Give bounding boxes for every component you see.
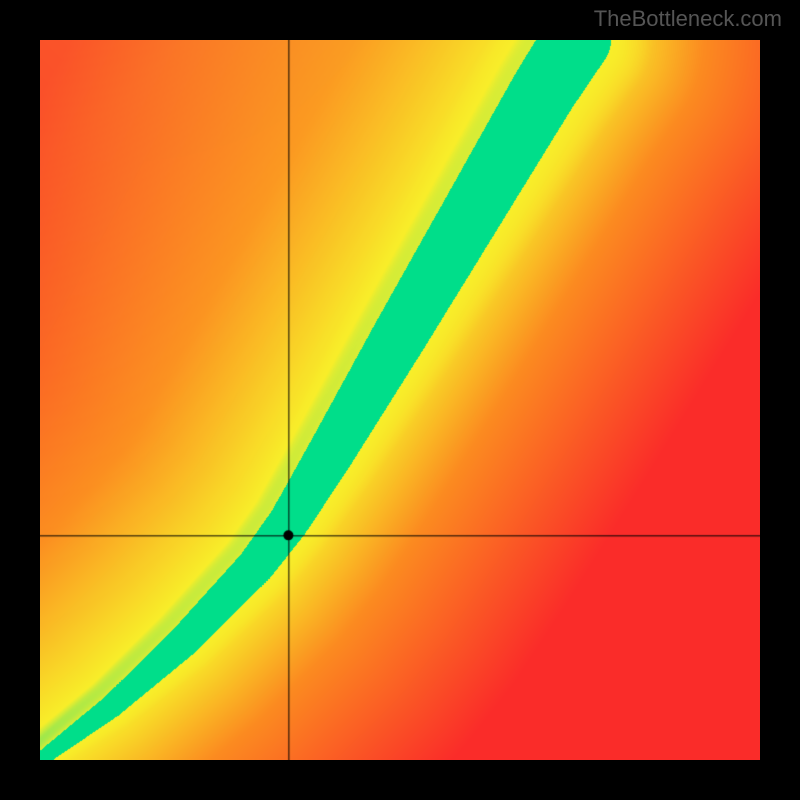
chart-container: TheBottleneck.com <box>0 0 800 800</box>
heatmap-canvas <box>40 40 760 760</box>
heatmap-plot <box>40 40 760 760</box>
watermark-text: TheBottleneck.com <box>594 6 782 32</box>
